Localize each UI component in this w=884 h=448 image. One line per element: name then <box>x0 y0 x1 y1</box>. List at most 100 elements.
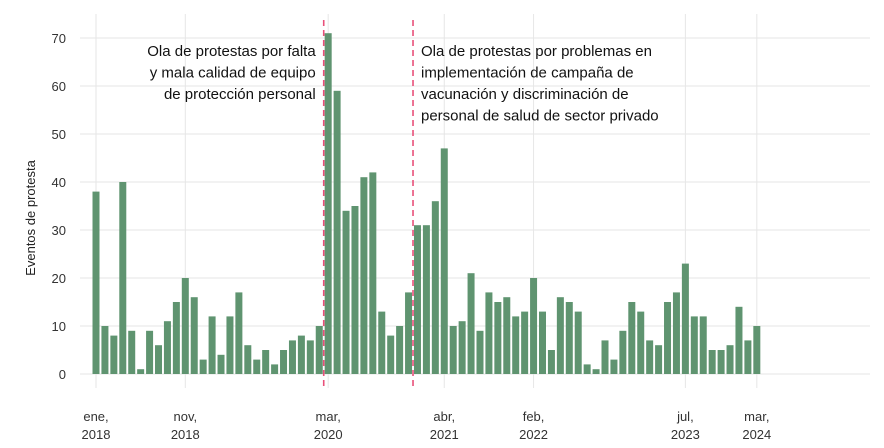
bar <box>431 201 439 374</box>
bar <box>155 345 163 374</box>
annotation-text-line: personal de salud de sector privado <box>421 108 659 125</box>
bar <box>208 316 216 374</box>
bar <box>378 311 386 374</box>
bar <box>128 330 136 374</box>
y-tick-label: 30 <box>52 223 66 238</box>
annotation-lines <box>322 20 414 388</box>
bar <box>413 225 421 374</box>
bar <box>467 273 475 374</box>
y-tick-label: 50 <box>52 127 66 142</box>
bar <box>655 345 663 374</box>
y-tick-label: 20 <box>52 271 66 286</box>
bar <box>539 311 546 374</box>
bar <box>280 350 288 374</box>
bar <box>119 182 127 374</box>
bar <box>530 278 538 374</box>
bar <box>172 302 180 374</box>
bar <box>744 340 752 374</box>
bar <box>342 210 350 374</box>
bar <box>690 316 698 374</box>
x-tick-label: jul, <box>676 409 694 424</box>
bars-group <box>92 33 761 375</box>
x-axis-ticks: ene, 2018 nov, 2018 mar, 2020 abr, 2021 feb, 2022… <box>82 409 772 442</box>
bar <box>253 359 261 374</box>
bar <box>288 340 296 374</box>
bar <box>396 326 404 374</box>
bar <box>199 359 207 374</box>
bar <box>485 292 493 374</box>
x-tick-year: 2022 <box>519 427 548 442</box>
bar <box>628 302 636 374</box>
bar <box>512 316 520 374</box>
bar <box>244 345 252 374</box>
bar <box>271 364 279 374</box>
bar <box>664 302 672 374</box>
bar <box>351 206 359 374</box>
x-tick-year: 2024 <box>742 427 771 442</box>
x-tick-year: 2020 <box>314 427 343 442</box>
x-tick-label: feb, <box>523 409 545 424</box>
bar <box>440 148 448 374</box>
bar <box>146 330 154 374</box>
bar <box>672 292 680 374</box>
bar <box>137 369 145 374</box>
bar <box>601 340 609 374</box>
bar <box>405 292 413 374</box>
bar <box>333 90 341 375</box>
y-tick-label: 60 <box>52 79 66 94</box>
y-tick-label: 10 <box>52 319 66 334</box>
bar <box>101 326 109 374</box>
bar <box>217 354 225 374</box>
y-tick-label: 0 <box>59 367 66 382</box>
bar <box>181 278 189 374</box>
x-tick-year: 2023 <box>671 427 700 442</box>
bar <box>717 350 725 374</box>
bar <box>476 330 484 374</box>
y-tick-label: 40 <box>52 175 66 190</box>
bar <box>735 306 743 374</box>
annotation-text-line: y mala calidad de equipo <box>150 65 316 82</box>
bar <box>565 302 573 374</box>
bar <box>92 191 100 374</box>
y-axis-label: Eventos de protesta <box>23 159 38 275</box>
bar <box>235 292 243 374</box>
annotation-text-line: Ola de protestas por falta <box>147 43 316 60</box>
bar <box>458 321 466 374</box>
bar <box>315 326 323 374</box>
bar <box>637 311 645 374</box>
bar <box>547 350 555 374</box>
bar <box>753 326 761 374</box>
bar <box>494 302 502 374</box>
bar <box>610 359 618 374</box>
y-axis-ticks: 0 10 20 30 40 50 60 70 <box>52 31 66 382</box>
bar <box>110 335 118 374</box>
bar <box>556 297 564 374</box>
bar <box>503 297 511 374</box>
bar <box>449 326 457 374</box>
bar <box>226 316 234 374</box>
bar <box>163 321 171 374</box>
bar <box>726 345 734 374</box>
annotation-text-line: implementación de campaña de <box>421 65 634 82</box>
x-tick-label: ene, <box>83 409 108 424</box>
x-tick-year: 2021 <box>430 427 459 442</box>
annotation-text-line: Ola de protestas por problemas en <box>421 43 652 60</box>
bar <box>619 330 627 374</box>
y-tick-label: 70 <box>52 31 66 46</box>
annotations: Ola de protestas por falta y mala calidad… <box>147 43 658 125</box>
annotation-text-line: vacunación y discriminación de <box>421 86 629 103</box>
x-tick-label: mar, <box>316 409 341 424</box>
bar <box>387 335 395 374</box>
bar <box>681 263 689 374</box>
bar <box>369 172 377 374</box>
bar <box>306 340 314 374</box>
bar <box>699 316 707 374</box>
bar <box>521 311 529 374</box>
bar <box>262 350 270 374</box>
bar <box>708 350 716 374</box>
x-tick-year: 2018 <box>171 427 200 442</box>
x-tick-label: abr, <box>433 409 455 424</box>
bar <box>646 340 654 374</box>
bar <box>297 335 305 374</box>
